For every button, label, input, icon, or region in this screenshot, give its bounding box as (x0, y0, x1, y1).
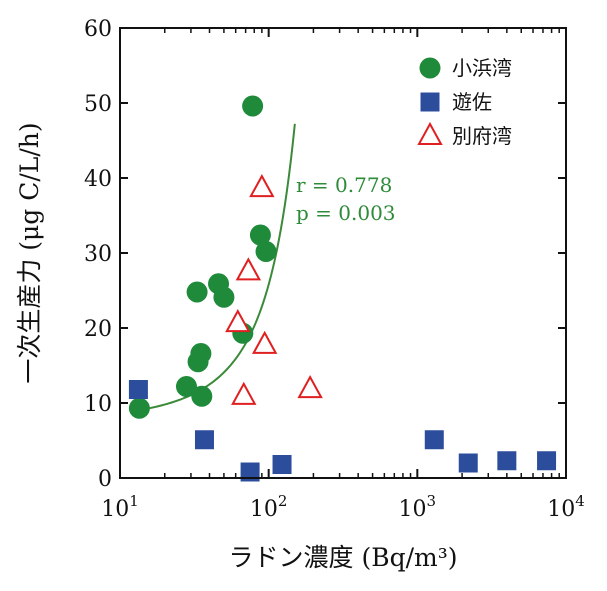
y-axis-title: 一次生産力 (μg C/L/h) (15, 122, 44, 383)
axis-ticks: 0 10 20 30 40 50 60 101 102 103 104 (84, 17, 585, 522)
data-point-beppu-bay (225, 309, 251, 333)
plot-frame (119, 27, 567, 479)
data-point-obama-bay (213, 286, 235, 308)
data-point-yuza (537, 451, 557, 471)
data-point-beppu-bay (235, 257, 262, 281)
data-point-yuza (424, 430, 444, 450)
data-point-obama-bay (190, 343, 212, 364)
y-tick-label: 30 (84, 242, 112, 267)
data-point-beppu-bay (251, 330, 278, 354)
data-point-obama-bay (175, 376, 197, 397)
data-point-yuza (194, 430, 214, 450)
x-tick-label: 103 (399, 492, 437, 522)
x-tick-label: 101 (101, 492, 139, 522)
legend-label: 小浜湾 (452, 56, 512, 80)
fit-curve (136, 123, 296, 412)
data-point-obama-bay (255, 241, 277, 262)
data-point-obama-bay (186, 281, 208, 303)
data-point-yuza (497, 451, 517, 471)
data-point-yuza (272, 455, 292, 474)
y-tick-label: 20 (84, 317, 112, 342)
data-point-obama-bay (249, 224, 271, 246)
fit-annotation: p = 0.003 (296, 201, 396, 225)
y-tick-label: 10 (84, 392, 112, 417)
legend-marker-triangle (417, 121, 443, 145)
legend-label: 別府湾 (452, 124, 512, 148)
legend-label: 遊佐 (452, 90, 492, 114)
x-tick-label: 102 (250, 492, 288, 522)
data-point-obama-bay (128, 397, 150, 419)
data-point-yuza (128, 380, 148, 399)
fit-annotations: r = 0.778 p = 0.003 (296, 173, 396, 225)
x-tick-label: 104 (547, 492, 585, 522)
fit-annotation: r = 0.778 (296, 173, 392, 197)
y-tick-label: 50 (84, 92, 112, 117)
y-tick-label: 40 (84, 167, 112, 192)
data-point-obama-bay (191, 385, 213, 407)
legend-marker-circle (419, 57, 441, 79)
data-points (128, 95, 557, 482)
y-tick-label: 0 (98, 467, 112, 492)
data-point-yuza (458, 453, 478, 473)
data-point-beppu-bay (297, 375, 323, 399)
legend-marker-square (420, 92, 440, 112)
data-point-beppu-bay (231, 381, 257, 405)
fit-curve-layer (136, 123, 296, 412)
data-point-yuza (240, 462, 260, 482)
y-tick-label: 60 (84, 17, 112, 42)
x-axis-title: ラドン濃度 (Bq/m³) (229, 543, 458, 572)
data-point-beppu-bay (249, 174, 275, 198)
data-point-obama-bay (242, 95, 264, 117)
